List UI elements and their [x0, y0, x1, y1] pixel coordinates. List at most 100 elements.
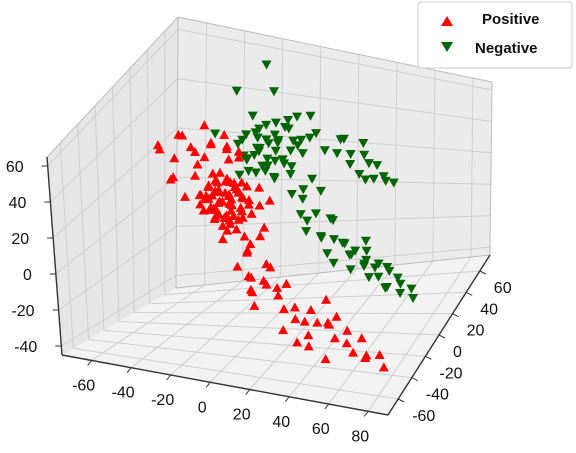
data-point-positive	[205, 139, 216, 149]
legend-item-negative: Negative	[441, 40, 538, 57]
data-point-positive	[242, 245, 253, 255]
data-point-positive	[299, 316, 310, 326]
y-grid-line-floor	[73, 347, 399, 400]
data-point-negative	[232, 139, 243, 149]
y-grid-line-wall	[77, 124, 90, 340]
data-point-positive	[152, 140, 163, 150]
data-point-positive	[213, 197, 224, 207]
data-point-negative	[350, 246, 361, 256]
data-point-negative	[270, 118, 281, 128]
data-point-negative	[360, 175, 371, 185]
z-grid-line-side	[58, 226, 177, 311]
data-point-negative	[381, 282, 392, 292]
data-point-negative	[392, 273, 403, 283]
data-point-positive	[219, 130, 230, 140]
x-tick-label: 80	[351, 428, 369, 445]
y-tick-label: 0	[453, 344, 462, 361]
x-tick-mark	[284, 396, 290, 403]
data-point-positive	[195, 199, 206, 209]
data-point-positive	[281, 278, 292, 288]
y-grid-line-wall	[94, 105, 105, 331]
data-point-positive	[190, 146, 201, 156]
data-point-negative	[292, 112, 303, 122]
data-point-negative	[286, 162, 297, 172]
y-grid-line-floor	[164, 270, 480, 296]
z-tick-label: -20	[11, 303, 34, 320]
data-point-negative	[337, 238, 348, 248]
data-point-positive	[226, 200, 237, 210]
x-tick-label: -40	[112, 385, 135, 402]
data-point-negative	[288, 136, 299, 146]
data-point-negative	[261, 120, 272, 130]
z-axis-line	[46, 156, 63, 356]
data-point-negative	[295, 210, 306, 220]
data-point-negative	[292, 141, 303, 151]
data-point-negative	[262, 154, 273, 164]
data-point-negative	[358, 139, 369, 149]
data-point-negative	[311, 129, 322, 139]
data-point-negative	[277, 155, 288, 165]
y-tick-label: 20	[467, 323, 485, 340]
data-point-positive	[342, 325, 353, 335]
data-point-positive	[236, 177, 247, 187]
x-tick-label: 60	[312, 421, 330, 438]
x-tick-mark	[87, 360, 93, 366]
x-tick-mark	[324, 403, 330, 410]
data-point-negative	[298, 185, 309, 195]
data-point-positive	[278, 325, 289, 335]
data-point-positive	[341, 338, 352, 348]
data-point-positive	[223, 154, 234, 164]
pane-edge	[489, 81, 493, 256]
data-point-negative	[272, 138, 283, 148]
z-grid-line-side	[50, 78, 178, 203]
data-point-positive	[223, 190, 234, 200]
data-point-negative	[249, 151, 260, 161]
data-point-positive	[303, 330, 314, 340]
y-tick-label: -40	[426, 387, 449, 404]
data-point-positive	[264, 195, 275, 205]
data-point-positive	[331, 311, 342, 321]
data-point-positive	[199, 152, 210, 162]
data-point-positive	[322, 317, 333, 327]
data-point-negative	[285, 146, 296, 156]
data-point-negative	[315, 186, 326, 196]
y-grid-line-wall	[112, 86, 120, 322]
y-grid-line-floor	[118, 321, 440, 336]
data-point-positive	[207, 204, 218, 214]
data-point-negative	[361, 246, 372, 256]
data-point-negative	[234, 170, 245, 180]
data-point-negative	[372, 161, 383, 171]
data-point-negative	[310, 209, 321, 219]
data-point-negative	[263, 139, 274, 149]
data-point-positive	[213, 208, 224, 218]
data-point-positive	[217, 234, 228, 244]
data-point-negative	[243, 166, 254, 176]
x-grid-line-wall	[356, 54, 360, 270]
x-grid-line-wall	[470, 78, 474, 258]
data-point-positive	[246, 208, 257, 218]
data-point-negative	[378, 172, 389, 182]
data-point-positive	[194, 190, 205, 200]
x-tick-mark	[126, 367, 132, 374]
y-tick-mark	[397, 398, 405, 403]
data-point-negative	[302, 216, 313, 226]
z-grid-line-back	[177, 28, 493, 91]
data-point-positive	[168, 172, 179, 182]
data-point-negative	[406, 284, 417, 294]
data-point-negative	[297, 194, 308, 204]
data-point-negative	[210, 129, 221, 139]
data-point-positive	[243, 199, 254, 209]
data-point-negative	[305, 111, 316, 121]
y-grid-line-wall	[146, 49, 150, 304]
pane-edge	[175, 16, 179, 289]
data-point-positive	[229, 182, 240, 192]
data-point-negative	[252, 133, 263, 143]
z-grid-line-back	[177, 78, 492, 122]
x-grid-line-wall	[432, 70, 436, 262]
data-point-negative	[316, 233, 327, 243]
x-tick-label: -20	[151, 392, 174, 409]
x-grid-line-wall	[394, 62, 398, 266]
data-point-negative	[285, 170, 296, 180]
data-point-positive	[185, 142, 196, 152]
y-tick-mark	[411, 377, 419, 382]
